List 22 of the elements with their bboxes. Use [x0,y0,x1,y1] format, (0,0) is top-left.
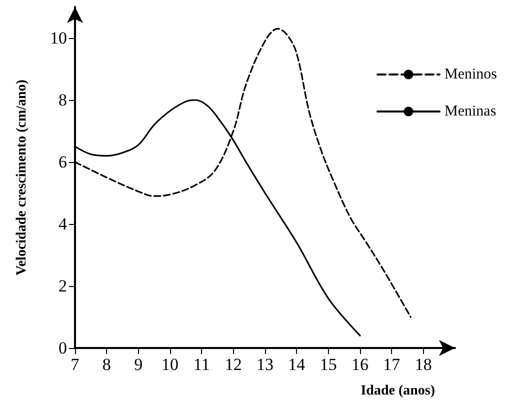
x-tick-label: 18 [414,355,432,374]
y-tick-label: 8 [58,90,67,110]
x-tick-label: 16 [352,355,368,374]
y-tick-label: 6 [58,152,67,172]
x-tick-label: 8 [102,355,111,374]
y-tick-label: 0 [58,338,67,358]
x-tick-label: 15 [320,355,337,374]
x-tick-label: 11 [193,355,210,374]
x-tick-label: 10 [162,355,178,374]
legend-label: Meninas [444,104,496,120]
x-tick-label: 17 [383,355,401,374]
y-tick-label: 10 [50,28,67,48]
x-tick-label: 7 [70,355,80,374]
legend-label: Meninos [444,66,498,82]
x-tick-label: 9 [134,355,143,374]
x-tick-label: 12 [224,355,242,374]
y-tick-label: 4 [58,214,68,234]
x-tick-label: 14 [288,355,306,374]
y-axis-title: Velocidade crescimento (cm/ano) [14,79,30,276]
x-axis-title: Idade (anos) [360,384,436,398]
x-tick-label: 13 [256,355,274,374]
y-tick-label: 2 [58,276,67,296]
